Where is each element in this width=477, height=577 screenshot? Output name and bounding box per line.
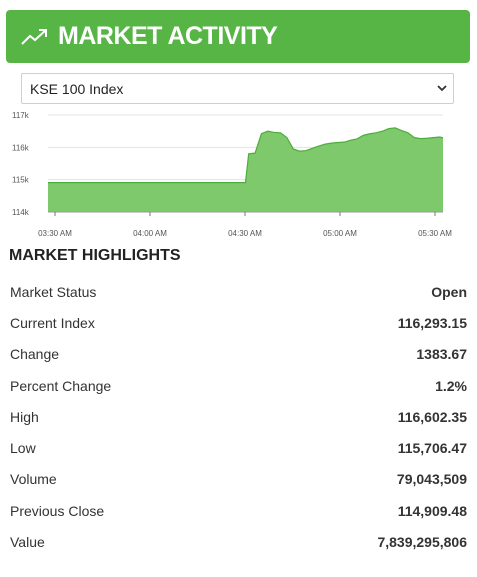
row-value: 115,706.47 (397, 440, 467, 457)
row-label: Percent Change (10, 377, 112, 394)
y-tick-label: 115k (12, 176, 30, 185)
market-activity-header: MARKET ACTIVITY (6, 10, 470, 63)
highlights-title: MARKET HIGHLIGHTS (9, 247, 181, 264)
table-row: Previous Close 114,909.48 (0, 495, 477, 526)
x-tick-label: 04:30 AM (228, 229, 262, 238)
table-row: Change 1383.67 (0, 339, 477, 370)
index-area-series (48, 127, 443, 212)
row-value: 79,043,509 (396, 471, 467, 488)
row-value: 1.2% (435, 377, 467, 394)
row-label: Previous Close (10, 502, 105, 519)
trending-up-icon (21, 28, 47, 45)
row-label: Volume (10, 471, 57, 488)
index-area-chart: 114k 115k 116k 117k 03:30 AM 04:00 AM 04:30 A… (12, 111, 452, 238)
row-value: Open (431, 283, 467, 300)
table-row: Volume 79,043,509 (0, 464, 477, 495)
row-label: High (10, 408, 39, 425)
highlights-table: Market Status Open Current Index 116,293.15… (0, 276, 477, 558)
table-row: Market Status Open (0, 276, 477, 307)
row-label: Market Status (10, 283, 97, 300)
index-select[interactable]: KSE 100 Index (21, 73, 454, 104)
row-value: 116,602.35 (397, 408, 467, 425)
y-tick-label: 117k (12, 111, 30, 120)
table-row: Current Index 116,293.15 (0, 307, 477, 338)
x-tick-label: 05:00 AM (323, 229, 357, 238)
chevron-down-icon (437, 85, 447, 92)
y-tick-label: 114k (12, 208, 30, 217)
row-value: 116,293.15 (397, 314, 467, 331)
row-label: Low (10, 440, 36, 457)
row-label: Value (10, 534, 45, 551)
x-tick-label: 03:30 AM (38, 229, 72, 238)
table-row: High 116,602.35 (0, 401, 477, 432)
table-row: Value 7,839,295,806 (0, 526, 477, 557)
x-tick-label: 05:30 AM (418, 229, 452, 238)
x-tick-label: 04:00 AM (133, 229, 167, 238)
row-value: 7,839,295,806 (377, 534, 467, 551)
table-row: Percent Change 1.2% (0, 370, 477, 401)
index-select-value: KSE 100 Index (30, 80, 124, 97)
index-line-series (48, 127, 444, 184)
row-label: Current Index (10, 314, 95, 331)
row-value: 1383.67 (416, 346, 467, 363)
row-label: Change (10, 346, 60, 363)
y-tick-label: 116k (12, 143, 30, 152)
page-title: MARKET ACTIVITY (58, 22, 278, 50)
row-value: 114,909.48 (397, 502, 467, 519)
table-row: Low 115,706.47 (0, 432, 477, 463)
